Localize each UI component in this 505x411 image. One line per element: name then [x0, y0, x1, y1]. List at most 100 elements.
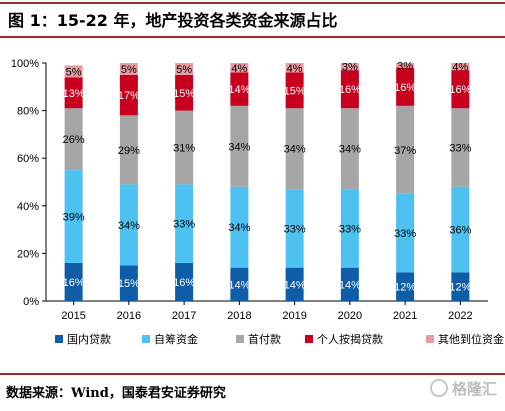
bar-segment [451, 63, 470, 71]
bar-segment [396, 67, 415, 106]
y-tick-label: 20% [17, 248, 39, 260]
watermark-text: 格隆汇 [451, 379, 497, 398]
chart-legend: 国内贷款 自筹资金 首付款 个人按揭贷款 其他到位资金 [55, 332, 504, 346]
y-tick-label: 0% [23, 296, 39, 308]
data-label: 33% [173, 219, 195, 231]
bar-segment [451, 272, 470, 301]
bar-segment [175, 74, 194, 111]
data-label: 34% [284, 144, 306, 156]
data-label: 3% [397, 60, 413, 72]
data-label: 16% [394, 82, 416, 94]
legend-swatch [142, 335, 150, 343]
data-label: 4% [231, 63, 247, 75]
bar-segment [340, 70, 359, 109]
figure-header: 图 1：15-22 年，地产投资各类资金来源占比 [0, 0, 505, 40]
bar-segment [340, 108, 359, 190]
bar-segment [64, 77, 83, 109]
bar-segment [175, 110, 194, 185]
bar-segment [64, 170, 83, 263]
legend-label: 个人按揭贷款 [317, 332, 383, 346]
x-tick-label: 2016 [117, 310, 141, 322]
stacked-bar-chart: 0% 20% 40% 60% 80% 100% 2015 2016 2017 2018 2019 20… [11, 58, 504, 346]
bar-segment [119, 265, 138, 301]
bar-segment [340, 63, 359, 71]
bar-segment [396, 105, 415, 194]
watermark: 格隆汇 [429, 378, 497, 398]
bar-segment [64, 262, 83, 301]
bar-segment [396, 63, 415, 68]
bar-segment [175, 184, 194, 263]
data-label: 34% [339, 144, 361, 156]
bar-segment [119, 63, 138, 75]
legend-label: 自筹资金 [154, 332, 198, 346]
data-label: 12% [394, 282, 416, 294]
bar-segment [230, 72, 249, 106]
y-tick-label: 100% [11, 58, 39, 70]
x-tick-label: 2022 [448, 310, 472, 322]
data-label: 16% [63, 277, 85, 289]
bar-segment [64, 108, 83, 171]
bar-segment [175, 63, 194, 75]
bar-segment [230, 63, 249, 73]
x-tick-label: 2018 [227, 310, 251, 322]
bar-segment [285, 267, 304, 301]
data-label: 14% [284, 279, 306, 291]
data-label: 14% [228, 84, 250, 96]
chart-bars: 16% 39% 26% 13% 5% 15% 34% 29% 17% 5% 16% 33% 31% 15%… [63, 60, 472, 301]
legend-swatch [426, 335, 434, 343]
bar-segment [285, 108, 304, 190]
bar-segment [64, 65, 83, 78]
data-label: 14% [339, 279, 361, 291]
bar-segment [230, 105, 249, 187]
data-label: 33% [339, 223, 361, 235]
bar-segment [119, 115, 138, 185]
x-tick-label: 2019 [282, 310, 306, 322]
data-label: 15% [173, 88, 195, 100]
data-label: 14% [228, 279, 250, 291]
data-label: 36% [449, 225, 471, 237]
data-label: 16% [173, 277, 195, 289]
data-label: 39% [63, 212, 85, 224]
y-tick-label: 60% [17, 153, 39, 165]
bar-segment [451, 186, 470, 273]
bar-segment [340, 267, 359, 301]
title-underline [0, 36, 505, 38]
chart-title: 图 1：15-22 年，地产投资各类资金来源占比 [8, 11, 338, 30]
bar-segment [119, 74, 138, 116]
legend-swatch [55, 335, 63, 343]
legend-swatch [236, 335, 244, 343]
x-tick-label: 2015 [61, 310, 85, 322]
bar-segment [451, 108, 470, 187]
data-label: 5% [176, 64, 192, 76]
x-tick-label: 2017 [172, 310, 196, 322]
data-label: 4% [287, 63, 303, 75]
y-tick-label: 80% [17, 106, 39, 118]
data-label: 4% [452, 62, 468, 74]
x-tick-label: 2021 [393, 310, 417, 322]
x-tick-label: 2020 [338, 310, 362, 322]
data-label: 16% [449, 84, 471, 96]
data-label: 16% [339, 84, 361, 96]
bar-segment [285, 63, 304, 73]
legend-label: 其他到位资金 [438, 332, 504, 346]
data-label: 33% [449, 142, 471, 154]
watermark-logo-icon [429, 379, 448, 397]
bar-segment [285, 72, 304, 109]
y-tick-label: 40% [17, 201, 39, 213]
data-label: 29% [118, 145, 140, 157]
legend-label: 国内贷款 [67, 332, 111, 346]
source-note: 数据来源：Wind，国泰君安证券研究 [6, 386, 226, 401]
bar-segment [285, 189, 304, 268]
data-label: 34% [228, 222, 250, 234]
data-label: 12% [449, 282, 471, 294]
data-label: 26% [63, 134, 85, 146]
data-label: 31% [173, 142, 195, 154]
data-label: 37% [394, 145, 416, 157]
bar-segment [396, 272, 415, 301]
bar-segment [175, 262, 194, 301]
legend-label: 首付款 [248, 332, 281, 346]
data-label: 3% [342, 62, 358, 74]
figure-footer: 数据来源：Wind，国泰君安证券研究 格隆汇 [0, 365, 505, 411]
bar-segment [119, 184, 138, 266]
data-label: 33% [284, 223, 306, 235]
